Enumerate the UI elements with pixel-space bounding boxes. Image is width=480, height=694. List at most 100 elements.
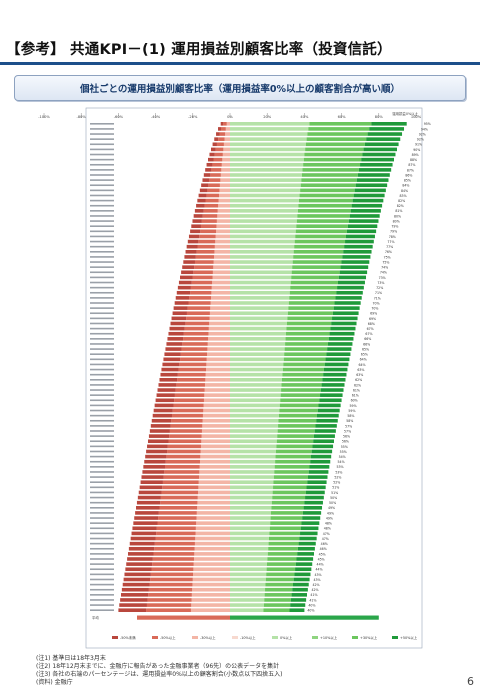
- bar-segment: [189, 296, 212, 300]
- bar-segment: [135, 511, 159, 515]
- bar-segment: [230, 593, 265, 597]
- bar-segment: [336, 290, 363, 295]
- company-label: [90, 389, 114, 391]
- bar-segment: [230, 347, 285, 351]
- bar-segment: [343, 250, 372, 254]
- bar-segment: [157, 521, 197, 525]
- bar-segment: [175, 296, 190, 300]
- bar-segment: [292, 260, 342, 264]
- percent-label: 53%: [335, 470, 342, 474]
- bar-segment: [217, 209, 230, 213]
- bar-segment: [230, 459, 276, 464]
- bar-segment: [297, 214, 350, 218]
- company-label: [90, 466, 114, 468]
- page-number: 6: [467, 675, 474, 688]
- bar-segment: [281, 378, 323, 382]
- bar-segment: [284, 352, 327, 356]
- bar-segment: [230, 526, 270, 531]
- company-label: [90, 184, 114, 187]
- bar-segment: [367, 132, 403, 136]
- percent-label: 66%: [364, 337, 371, 341]
- legend-swatch: [232, 636, 238, 639]
- bar-segment: [273, 475, 308, 479]
- average-bar-negative: [137, 615, 230, 620]
- company-label: [90, 599, 114, 601]
- company-label: [90, 317, 114, 320]
- bar-segment: [190, 285, 212, 290]
- bar-segment: [177, 285, 191, 290]
- bar-segment: [296, 224, 348, 228]
- bar-segment: [286, 321, 332, 326]
- company-label: [90, 568, 114, 571]
- company-label: [90, 297, 114, 299]
- company-label: [90, 327, 114, 330]
- bar-segment: [214, 137, 219, 141]
- bar-segment: [210, 173, 221, 177]
- x-tick-label: -100%: [38, 115, 50, 119]
- bar-segment: [287, 316, 333, 321]
- bar-segment: [215, 147, 224, 152]
- percent-label: 52%: [334, 475, 341, 479]
- bar-segment: [154, 403, 174, 408]
- company-label: [90, 281, 114, 284]
- bar-segment: [290, 603, 306, 607]
- footnotes: (注1) 基準日は18年3月末 (注2) 18年12月末までに、金融庁に報告があ…: [36, 655, 283, 687]
- percent-label: 56%: [342, 440, 349, 444]
- bar-segment: [127, 557, 153, 561]
- bar-segment: [230, 470, 275, 474]
- bar-segment: [230, 434, 278, 438]
- bar-segment: [161, 490, 199, 495]
- percent-label: 62%: [355, 378, 362, 382]
- percent-label: 77%: [387, 240, 394, 244]
- bar-segment: [202, 424, 230, 428]
- bar-segment: [298, 541, 316, 546]
- bar-segment: [302, 168, 359, 172]
- company-label: [90, 215, 114, 217]
- bar-segment: [173, 403, 204, 408]
- bar-segment: [167, 337, 184, 341]
- bar-segment: [196, 511, 230, 515]
- bar-segment: [230, 367, 283, 372]
- bar-segment: [150, 572, 194, 577]
- percent-label: 77%: [386, 245, 393, 249]
- bar-segment: [209, 316, 230, 321]
- percent-label: 47%: [322, 537, 329, 541]
- bar-segment: [197, 506, 230, 510]
- bar-segment: [284, 347, 328, 351]
- bar-segment: [190, 290, 212, 295]
- bar-segment: [214, 244, 230, 249]
- x-tick-label: 100%: [411, 115, 422, 119]
- bar-segment: [212, 280, 230, 285]
- company-label: [90, 312, 114, 315]
- percent-label: 70%: [371, 307, 378, 311]
- bar-segment: [172, 413, 203, 418]
- bar-segment: [221, 162, 230, 167]
- company-label: [90, 358, 114, 361]
- percent-label: 71%: [375, 291, 382, 295]
- company-label: [90, 399, 114, 402]
- bar-segment: [169, 326, 185, 331]
- bar-segment: [356, 178, 389, 182]
- bar-segment: [147, 439, 169, 444]
- bar-segment: [180, 275, 193, 280]
- bar-segment: [333, 306, 360, 310]
- percent-label: 57%: [345, 424, 352, 428]
- company-label: [90, 194, 114, 197]
- bar-segment: [204, 383, 230, 387]
- company-label: [90, 199, 114, 202]
- bar-segment: [213, 157, 223, 162]
- bar-segment: [327, 342, 353, 346]
- bar-segment: [325, 357, 350, 362]
- bar-segment: [273, 485, 307, 490]
- bar-segment: [323, 372, 347, 377]
- company-label: [90, 322, 114, 325]
- bar-segment: [141, 475, 164, 479]
- x-tick-label: -20%: [188, 115, 198, 119]
- bar-segment: [199, 465, 230, 469]
- bar-segment: [128, 546, 155, 551]
- bar-segment: [230, 465, 275, 469]
- bar-segment: [302, 516, 321, 520]
- percent-label: 92%: [419, 132, 426, 136]
- bar-segment: [201, 434, 230, 438]
